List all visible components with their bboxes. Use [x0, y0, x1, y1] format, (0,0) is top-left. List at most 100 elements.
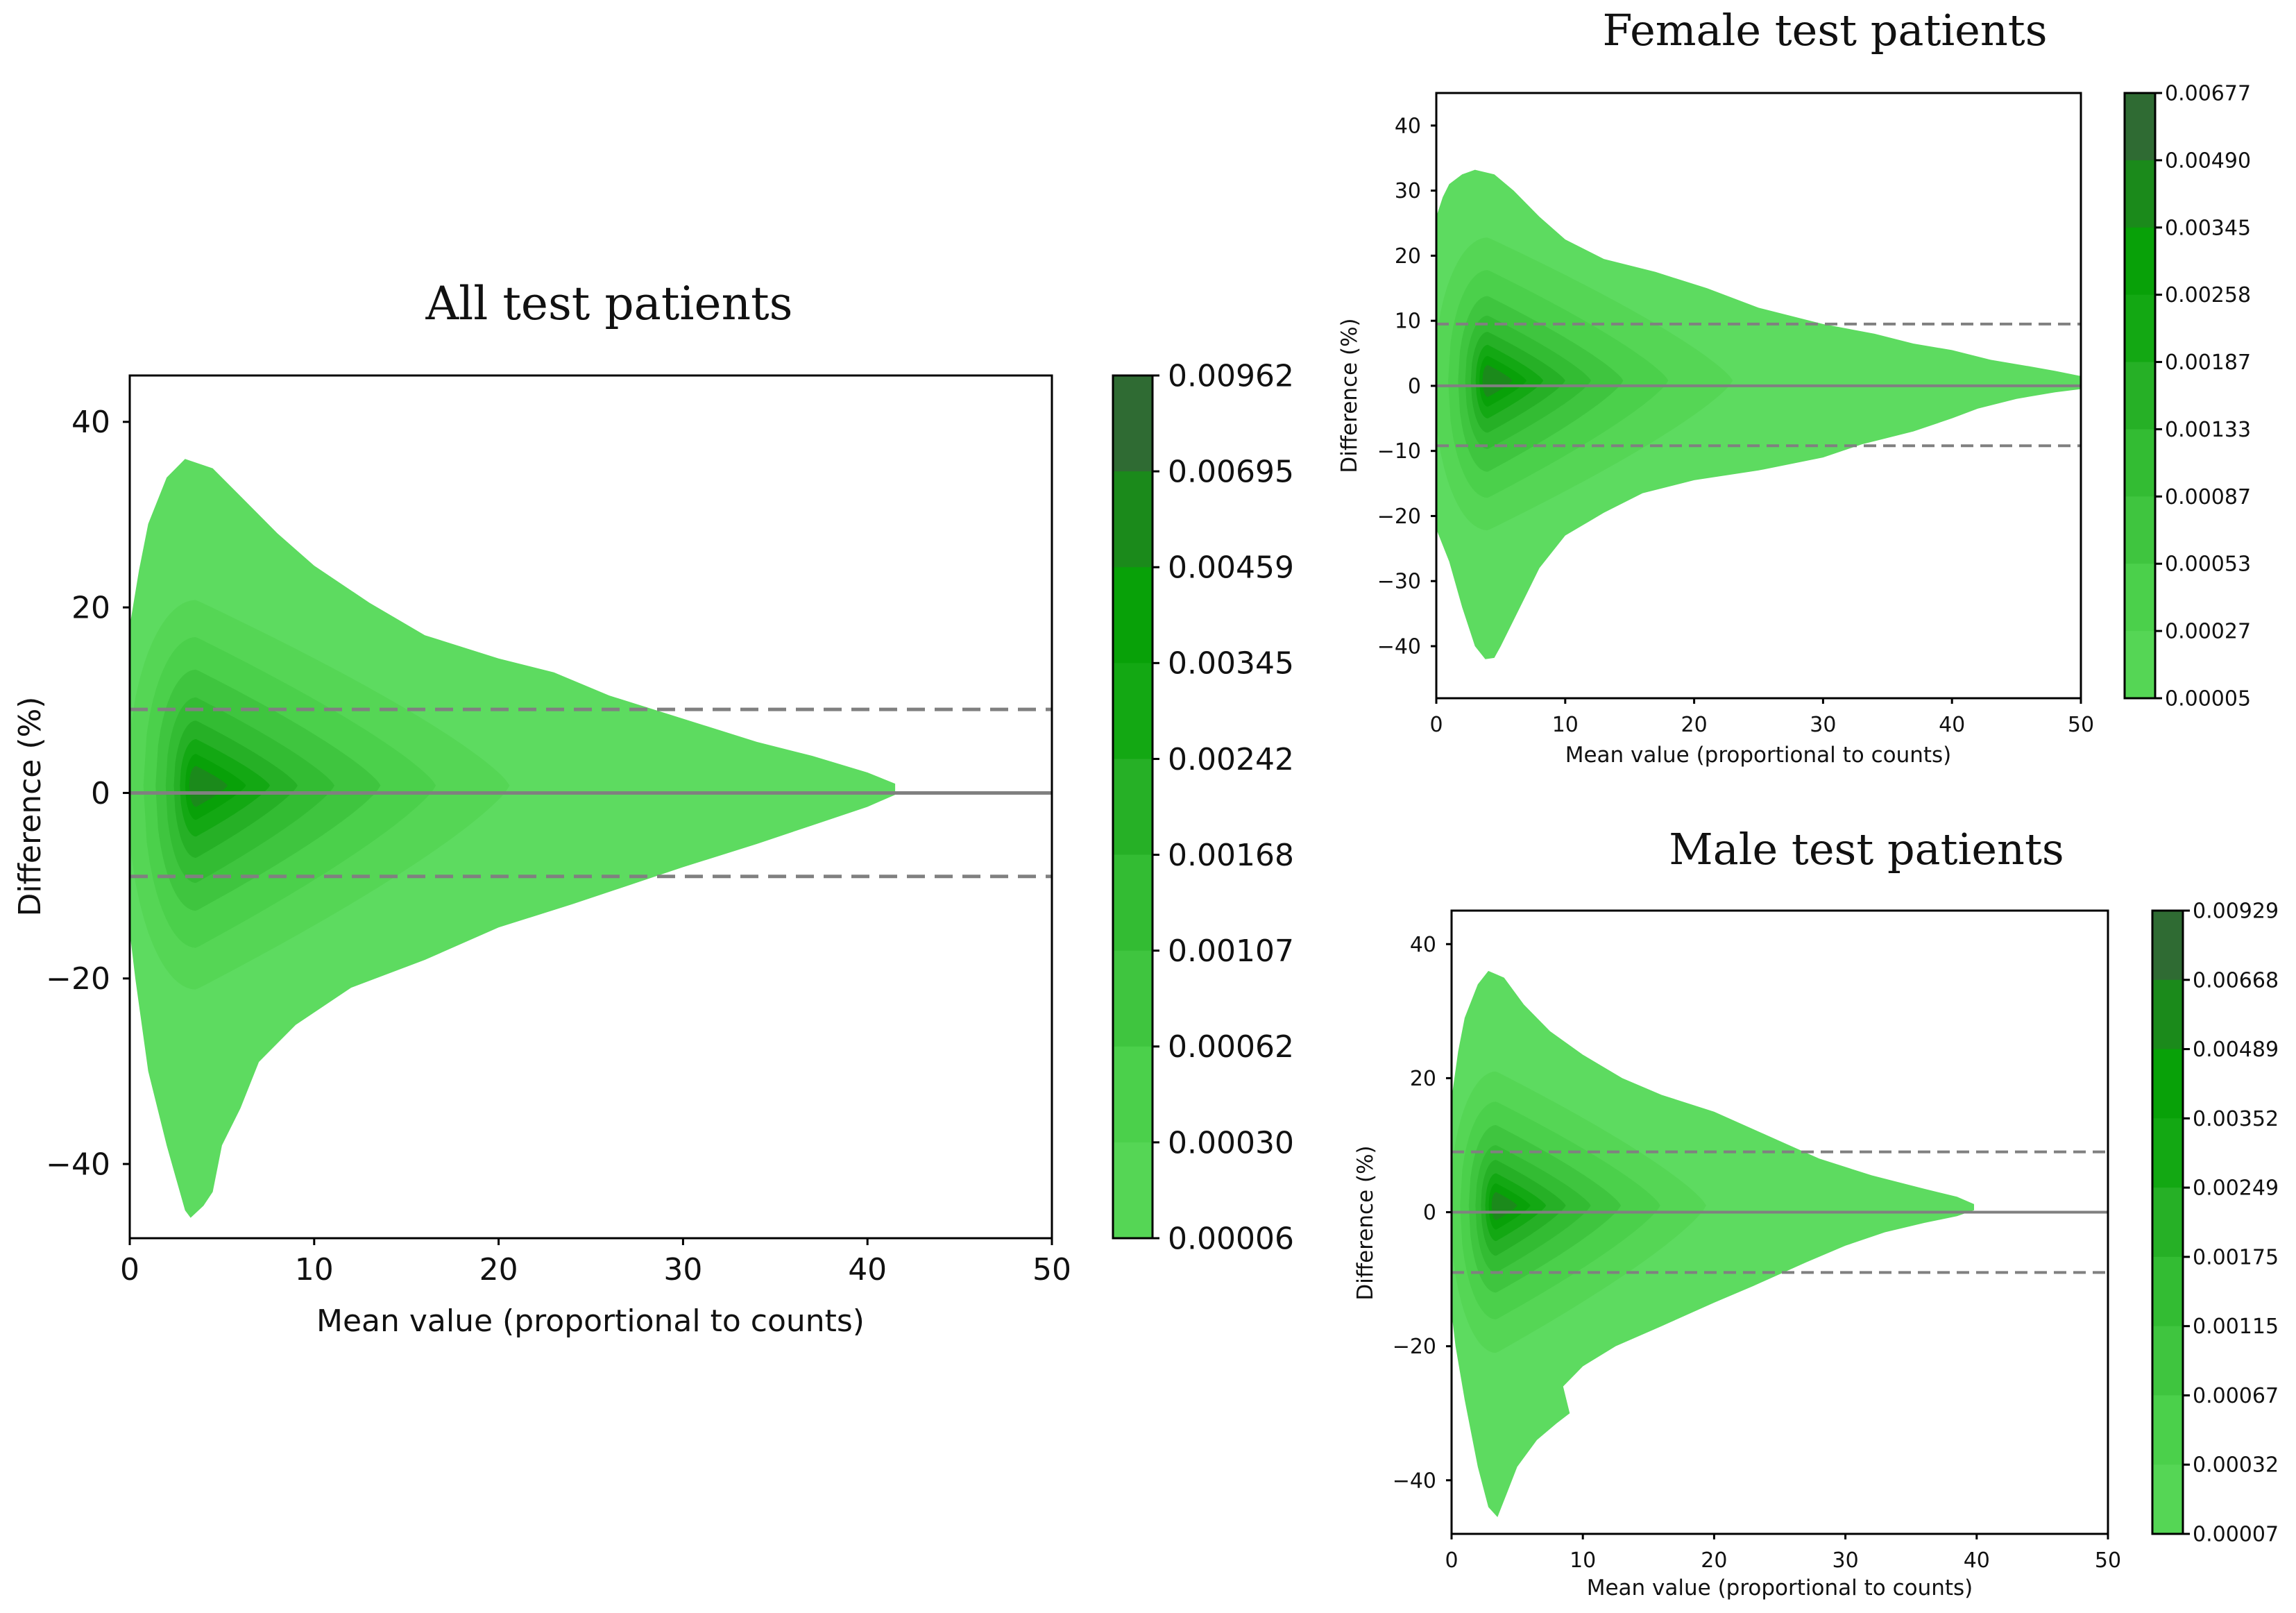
axes-frame	[1435, 92, 2082, 700]
x-tick-label: 20	[479, 1252, 518, 1287]
colorbar-segment	[1113, 759, 1153, 856]
axes-frame	[128, 374, 1053, 1240]
axes: 0 10 20 30 40 50 −40 −20 0 20 40	[46, 405, 1071, 1287]
y-tick-label: 40	[1395, 114, 1421, 138]
y-tick-label: 20	[1410, 1067, 1436, 1091]
x-tick-label: 40	[1939, 713, 1965, 737]
colorbar-segment	[2125, 429, 2155, 497]
colorbar-segment	[2152, 1118, 2183, 1188]
colorbar-frame	[2123, 92, 2157, 700]
colorbar-tick-label: 0.00005	[2165, 687, 2251, 711]
colorbar-tick-label: 0.00695	[1168, 455, 1294, 490]
colorbar-segment	[2125, 160, 2155, 228]
colorbar-tick-label: 0.00133	[2165, 418, 2251, 442]
x-axis-label: Mean value (proportional to counts)	[1587, 1576, 1973, 1601]
colorbar-segment	[2125, 631, 2155, 699]
x-tick-label: 50	[1032, 1252, 1071, 1287]
x-tick-label: 10	[295, 1252, 334, 1287]
y-tick-label: −40	[46, 1147, 110, 1182]
y-tick-label: −20	[46, 961, 110, 997]
y-tick-label: −10	[1377, 439, 1421, 464]
y-tick-label: −20	[1377, 505, 1421, 529]
colorbar-segment	[2125, 496, 2155, 564]
x-tick-label: 20	[1701, 1548, 1727, 1573]
colorbar-segment	[1113, 854, 1153, 952]
plot-area	[1436, 169, 2081, 659]
colorbar-segment	[2152, 1256, 2183, 1327]
x-tick-label: 10	[1552, 713, 1579, 737]
colorbar-tick-label: 0.00258	[2165, 283, 2251, 307]
y-axis-label: Difference (%)	[12, 697, 48, 917]
colorbar-segment	[1113, 471, 1153, 568]
reference-lines	[1452, 1150, 2108, 1274]
colorbar-tick-label: 0.00962	[1168, 358, 1294, 394]
colorbar-segment	[1113, 663, 1153, 760]
colorbar-tick-label: 0.00006	[1168, 1221, 1294, 1256]
y-tick-label: 20	[1395, 244, 1421, 269]
y-tick-label: 10	[1395, 310, 1421, 334]
plot-area	[1452, 970, 1974, 1517]
colorbar-segment	[1113, 375, 1153, 472]
y-tick-label: 20	[71, 591, 110, 626]
colorbar-tick-label: 0.00087	[2165, 485, 2251, 509]
y-axis-label: Difference (%)	[1353, 1145, 1378, 1300]
x-axis-label: Mean value (proportional to counts)	[1565, 743, 1952, 768]
colorbar-segment	[2125, 362, 2155, 430]
colorbar-segment	[1113, 567, 1153, 664]
colorbar-segment	[1113, 950, 1153, 1047]
colorbar: 0.00962 0.00695 0.00459 0.00345 0.00242 0.001…	[1112, 358, 1294, 1256]
colorbar-frame	[2151, 909, 2184, 1535]
colorbar-tick-label: 0.00168	[1168, 838, 1294, 873]
x-tick-label: 50	[2095, 1548, 2121, 1573]
density-level-1	[1452, 970, 1974, 1517]
density-level-9	[189, 766, 228, 807]
colorbar-tick-label: 0.00053	[2165, 552, 2251, 577]
x-tick-label: 40	[1964, 1548, 1990, 1573]
colorbar-tick-label: 0.00007	[2193, 1523, 2279, 1547]
colorbar-tick-label: 0.00490	[2165, 149, 2251, 173]
plot-area	[130, 459, 896, 1218]
x-axis-label: Mean value (proportional to counts)	[316, 1303, 865, 1339]
colorbar-segment	[2152, 1464, 2183, 1535]
colorbar-tick-label: 0.00175	[2193, 1245, 2279, 1269]
y-tick-label: 0	[91, 776, 110, 811]
y-tick-label: −40	[1393, 1469, 1436, 1493]
reference-lines	[130, 707, 1052, 879]
colorbar-segment	[2152, 1188, 2183, 1258]
colorbar-segment	[2125, 93, 2155, 161]
colorbar-tick-label: 0.00032	[2193, 1453, 2279, 1478]
reference-lines	[1436, 322, 2081, 448]
x-tick-label: 0	[1445, 1548, 1458, 1573]
density-level-1	[130, 459, 896, 1218]
x-tick-label: 20	[1681, 713, 1708, 737]
x-tick-label: 30	[663, 1252, 702, 1287]
colorbar-segment	[2152, 1049, 2183, 1119]
y-tick-label: −40	[1377, 634, 1421, 659]
colorbar-tick-label: 0.00677	[2165, 82, 2251, 106]
colorbar-tick-label: 0.00929	[2193, 900, 2279, 924]
y-axis-label: Difference (%)	[1337, 318, 1362, 473]
panel-male: Male test patients 0 10 20 30 40 50 −40 −20 0 20 4…	[1353, 824, 2279, 1601]
colorbar-segment	[1113, 1142, 1153, 1239]
panel-female: Female test patients 0 10 20 30 40 50 −40 −30 −2…	[1337, 5, 2251, 768]
colorbar-tick-label: 0.00352	[2193, 1107, 2279, 1131]
colorbar-tick-label: 0.00030	[1168, 1125, 1294, 1160]
x-tick-label: 0	[1429, 713, 1443, 737]
chart-title: Male test patients	[1669, 824, 2064, 875]
colorbar-tick-label: 0.00027	[2165, 620, 2251, 644]
y-tick-label: −30	[1377, 570, 1421, 594]
colorbar-segment	[1113, 1046, 1153, 1143]
colorbar-segment	[2125, 227, 2155, 296]
colorbar-tick-label: 0.00187	[2165, 351, 2251, 375]
colorbar-tick-label: 0.00062	[1168, 1029, 1294, 1065]
colorbar-segment	[2152, 1395, 2183, 1465]
x-tick-label: 30	[1832, 1548, 1859, 1573]
colorbar-tick-label: 0.00489	[2193, 1038, 2279, 1062]
axes-frame	[1450, 909, 2109, 1535]
y-tick-label: −20	[1393, 1335, 1436, 1359]
y-tick-label: 0	[1408, 374, 1421, 398]
colorbar: 0.00677 0.00490 0.00345 0.00258 0.00187 0.001…	[2123, 82, 2251, 711]
y-tick-label: 0	[1423, 1201, 1436, 1225]
chart-title: All test patients	[425, 277, 793, 330]
